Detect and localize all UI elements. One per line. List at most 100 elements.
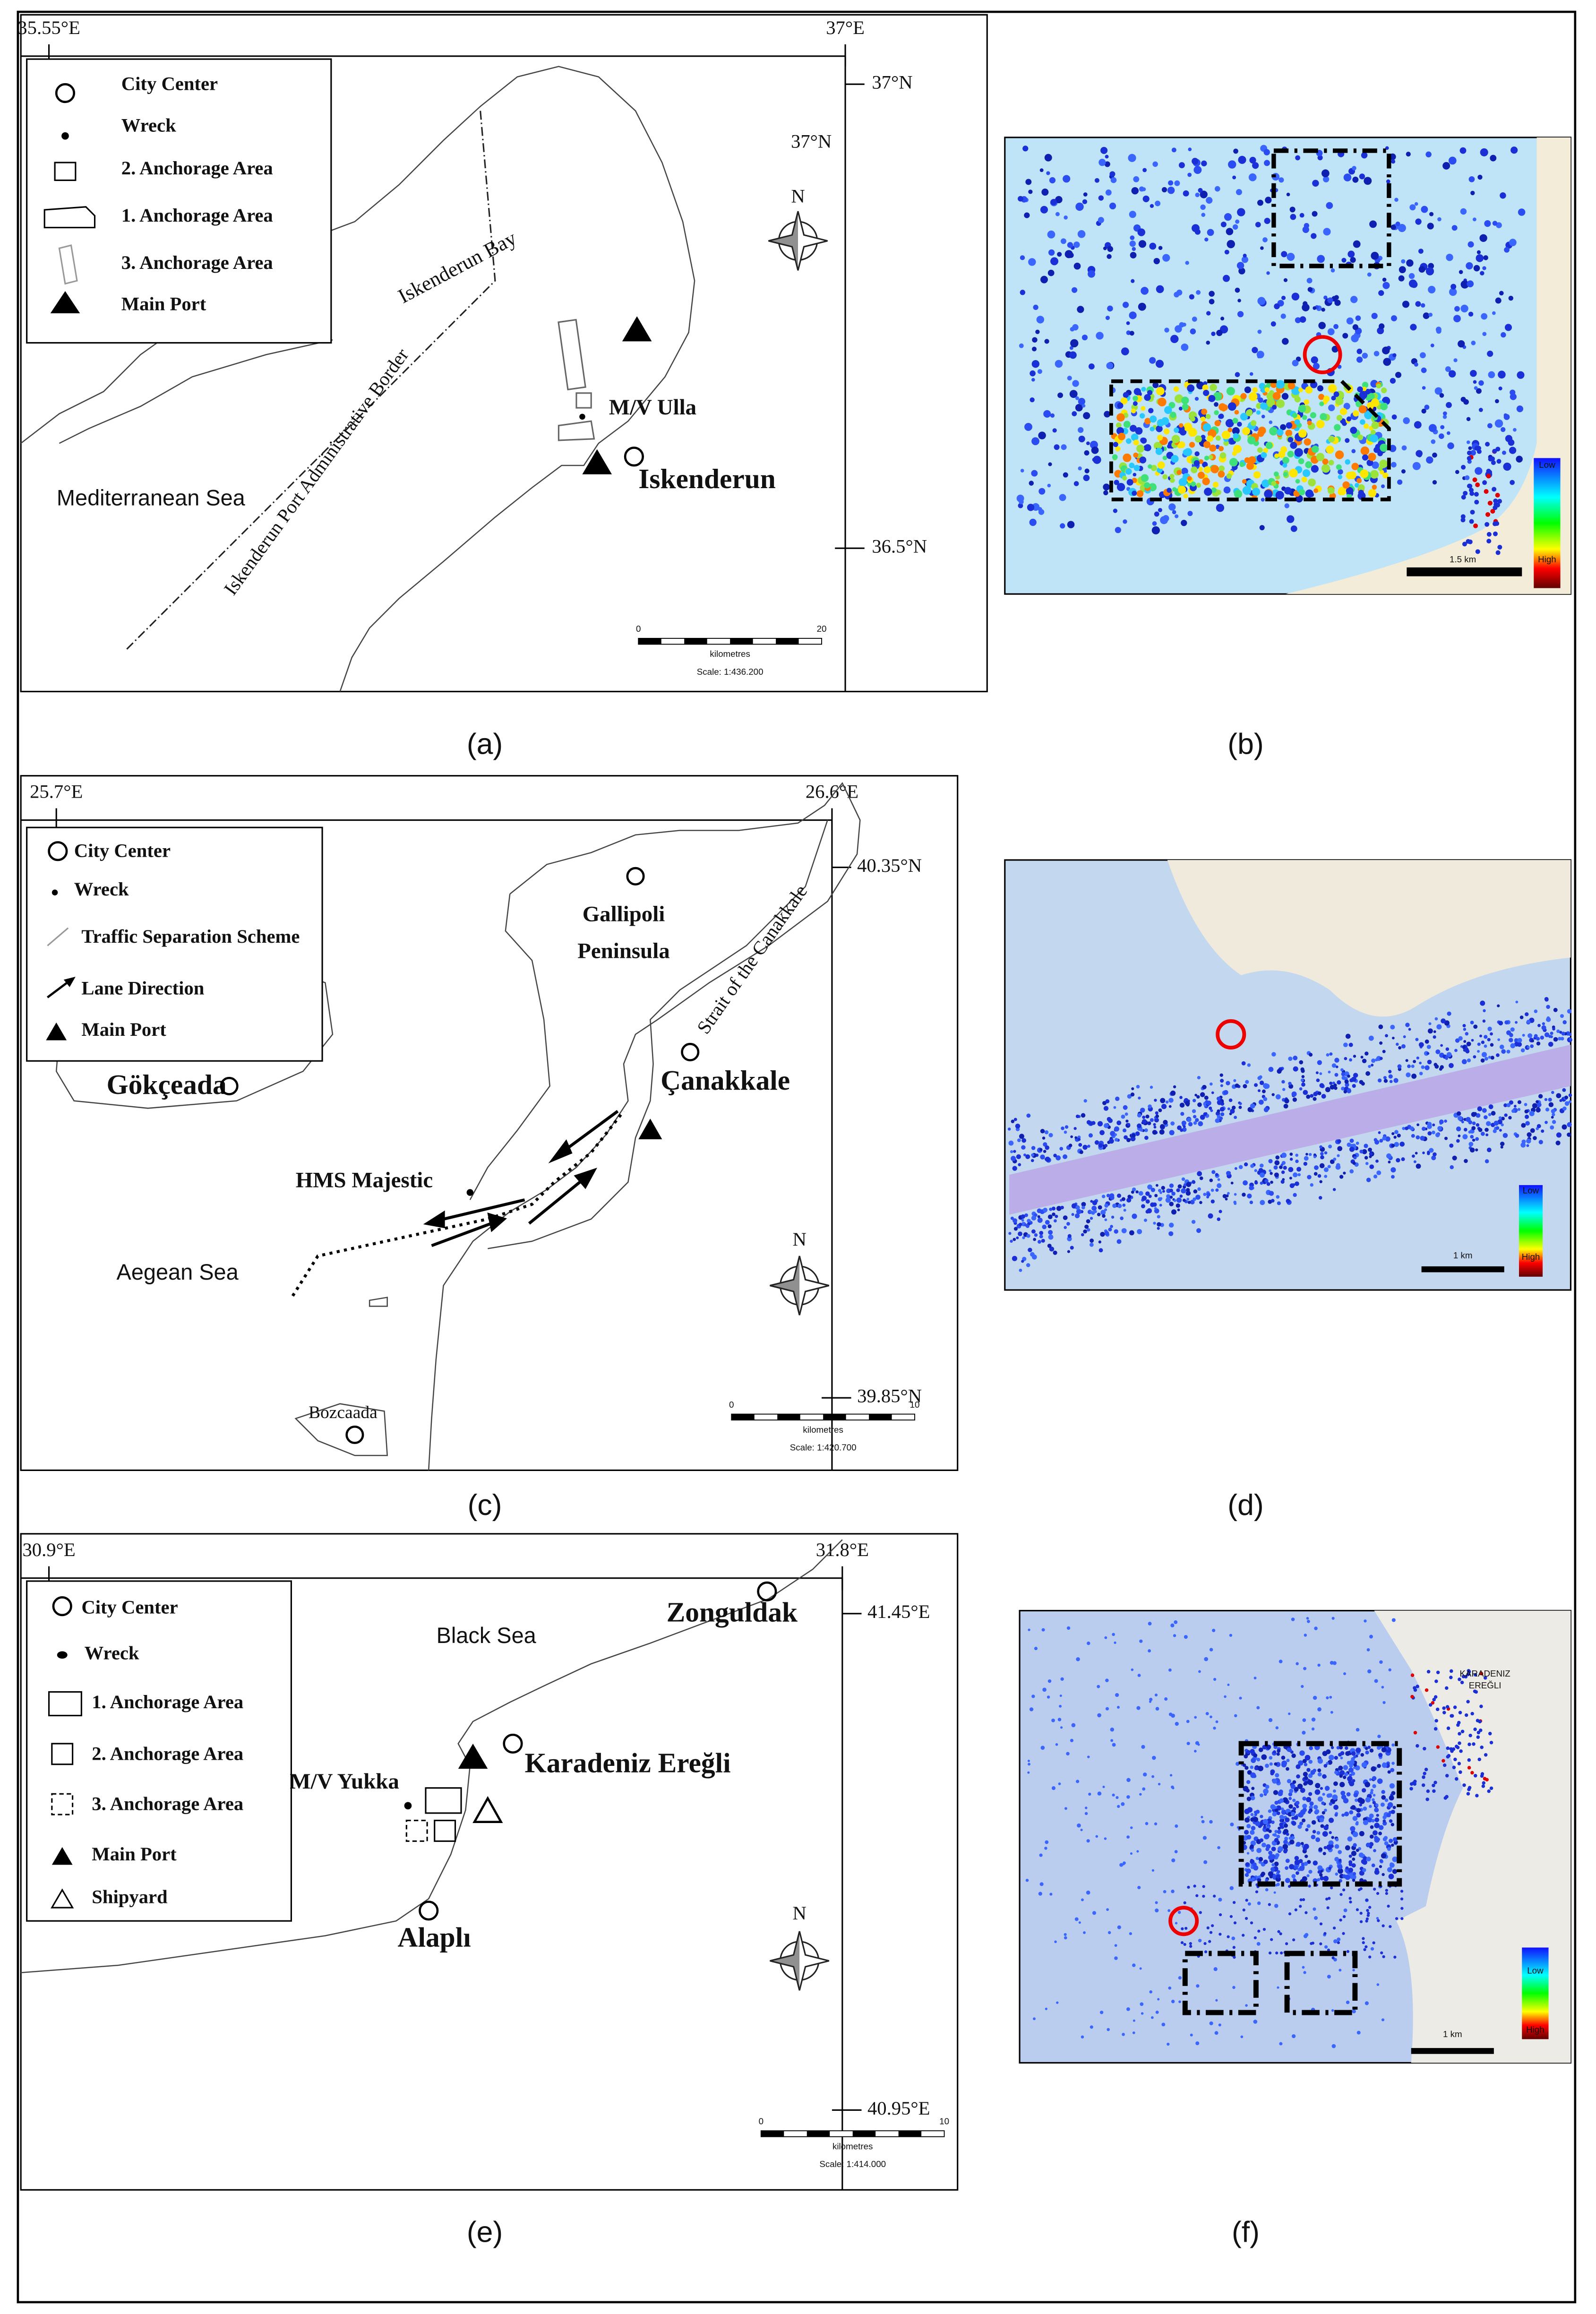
heat-point [1337, 1941, 1340, 1944]
heat-point [1213, 392, 1222, 401]
heat-point [1168, 1986, 1172, 1990]
heat-point [1436, 1670, 1440, 1674]
heat-point [1479, 1034, 1482, 1038]
heat-point [1277, 1069, 1282, 1074]
heat-point [1508, 1116, 1512, 1120]
heat-point [1208, 395, 1216, 402]
heat-point [1474, 1690, 1478, 1694]
heat-point [1362, 1937, 1365, 1940]
heat-point [1155, 360, 1164, 368]
heat-point [1552, 1027, 1555, 1031]
heat-point [1011, 1156, 1016, 1161]
heat-point [1080, 1828, 1083, 1832]
heat-point [1106, 362, 1114, 370]
heat-point [1155, 2010, 1159, 2014]
heat-point [1375, 1159, 1379, 1163]
heat-point [1416, 1056, 1419, 1060]
heat-point [1498, 1021, 1503, 1026]
heat-point [1379, 1057, 1383, 1060]
heat-point [1352, 2009, 1356, 2013]
heat-point [1504, 247, 1510, 253]
heat-point [1104, 1218, 1107, 1222]
heat-point [1328, 1897, 1331, 1900]
heat-point [1307, 1860, 1311, 1864]
heat-point [1308, 1773, 1313, 1778]
heat-point [1307, 1175, 1312, 1179]
heat-point [1380, 443, 1388, 452]
heat-point [1428, 285, 1436, 293]
heat-point [1294, 1908, 1297, 1911]
heat-point [1389, 1839, 1393, 1843]
heat-point [1274, 1830, 1278, 1833]
heat-point [1279, 1165, 1283, 1169]
heat-point [1234, 1167, 1237, 1170]
heat-point [1232, 1946, 1236, 1949]
heat-point [1398, 275, 1405, 282]
heat-point [1486, 1147, 1492, 1153]
heat-point [1193, 1099, 1196, 1102]
heat-point [1031, 1695, 1035, 1698]
heat-point [1162, 254, 1170, 262]
heat-point [1268, 1903, 1271, 1906]
heat-point [1049, 177, 1056, 184]
heat-point [1495, 297, 1502, 304]
heat-point [1129, 1932, 1133, 1936]
heat-point [1431, 1701, 1435, 1705]
heat-point [1196, 482, 1201, 488]
heat-point [1190, 328, 1196, 335]
heat-point [1133, 388, 1141, 396]
heat-point [1526, 1138, 1531, 1144]
heat-point [1038, 488, 1046, 495]
heat-point [1391, 1743, 1395, 1747]
heat-point [1468, 446, 1472, 450]
heat-point [1026, 1224, 1030, 1228]
heat-point [1266, 271, 1270, 275]
heat-point [1205, 1712, 1209, 1715]
heat-point [1253, 1677, 1257, 1680]
heat-point [1292, 1780, 1296, 1784]
heat-point [1494, 521, 1500, 526]
heat-point [1381, 387, 1387, 394]
heat-point [1188, 428, 1197, 437]
heat-point [1110, 1196, 1115, 1200]
heat-point [1202, 423, 1211, 431]
heat-point [1362, 1058, 1367, 1064]
heat-point [1093, 456, 1101, 464]
heat-point [1350, 257, 1356, 263]
heat-point [1372, 1941, 1375, 1944]
heat-point [1499, 1116, 1502, 1119]
heat-point [1297, 1783, 1303, 1789]
heat-point [1419, 1061, 1422, 1065]
heat-point [1157, 1227, 1160, 1230]
heat-point [1070, 1738, 1074, 1742]
heat-point [1104, 1208, 1107, 1212]
label: Aegean Sea [117, 1260, 239, 1284]
heat-point [1161, 1103, 1167, 1110]
heat-point [1150, 465, 1157, 471]
heat-point [1429, 212, 1434, 216]
heat-point [1037, 369, 1042, 374]
heat-point [1320, 1152, 1324, 1156]
heat-point [1178, 2000, 1181, 2004]
heat-point [1548, 1098, 1552, 1102]
heat-point [1160, 1124, 1165, 1129]
heat-point [1098, 1205, 1102, 1210]
heat-point [1197, 1171, 1202, 1177]
heat-point [1112, 454, 1118, 460]
heat-point [1403, 417, 1410, 424]
heat-point [1372, 1776, 1377, 1781]
heat-point [1388, 1874, 1394, 1879]
heat-point [1019, 343, 1024, 348]
heat-point [1261, 1871, 1265, 1876]
heat-point [1313, 1805, 1318, 1810]
heat-point [1397, 479, 1403, 485]
heat-point [1313, 1155, 1316, 1159]
heat-point [1413, 1686, 1416, 1690]
heat-point [1349, 1078, 1354, 1083]
heat-point [1081, 1113, 1086, 1118]
heat-point [1312, 1830, 1316, 1834]
heat-point [1367, 1746, 1371, 1749]
heat-point [1424, 1065, 1430, 1070]
heat-point [1114, 1229, 1118, 1234]
heat-point [1333, 1805, 1339, 1810]
